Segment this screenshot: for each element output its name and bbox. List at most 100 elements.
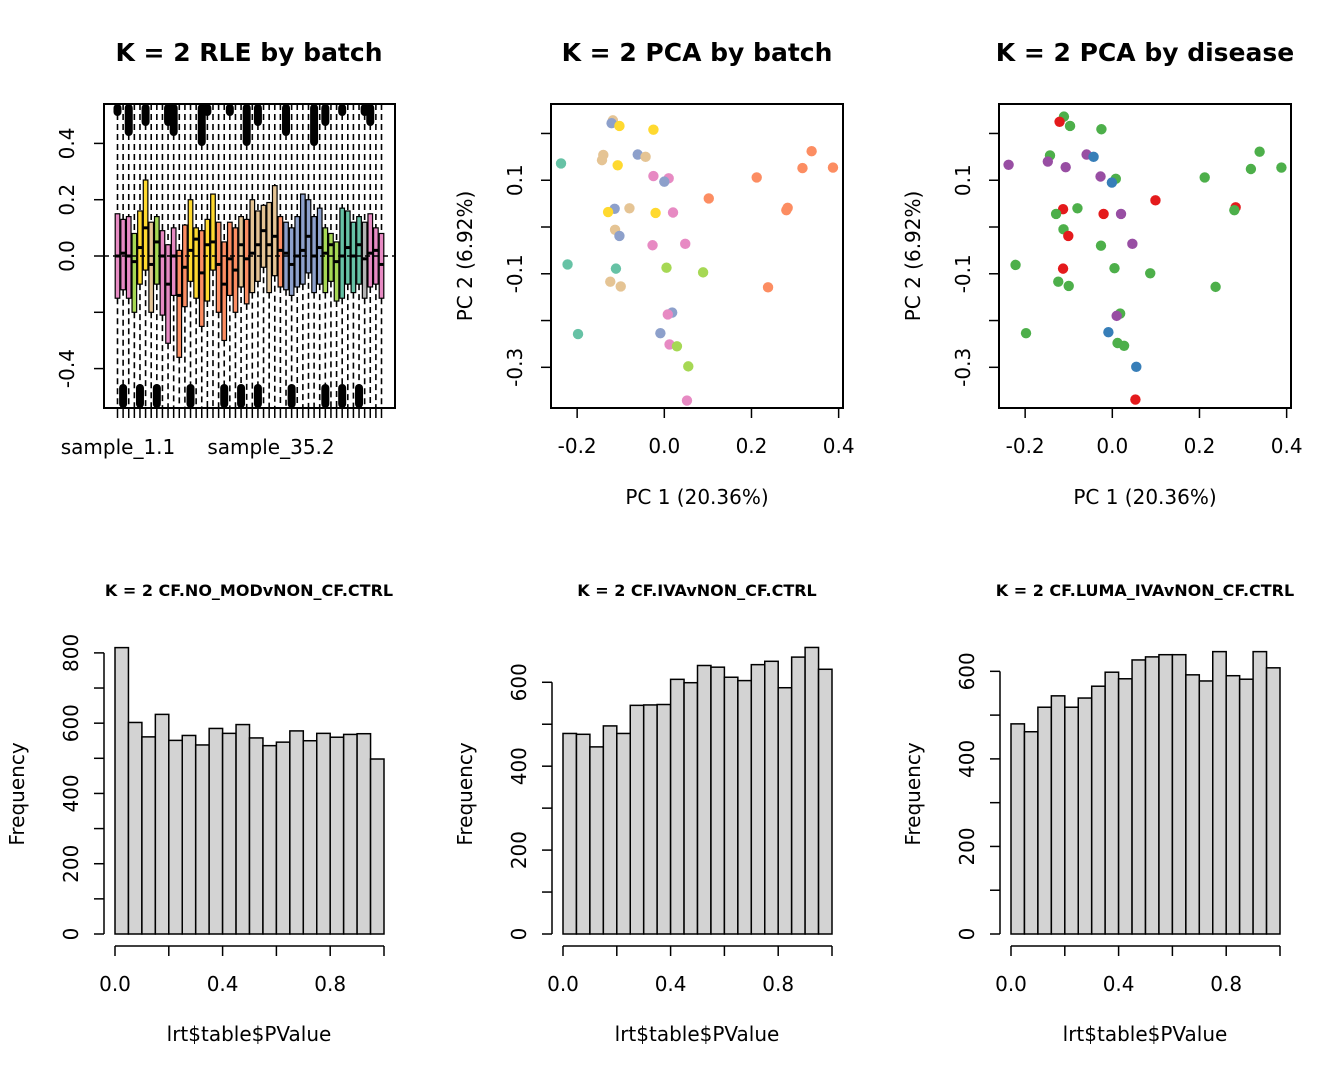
hist-iva-x-tick-label: 0.8 [762, 972, 794, 996]
pca-disease-point [1095, 171, 1106, 182]
panel-pca-disease: K = 2 PCA by disease -0.2 0.0 0.2 0.4-0.3-0… [901, 38, 1303, 509]
pca-disease-point [1254, 146, 1265, 157]
pca-batch-point [612, 160, 623, 171]
pca-disease-point [1109, 262, 1120, 274]
hist-luma-bar [1050, 695, 1066, 935]
rle-box-rect [322, 227, 329, 294]
hist-luma-x-tick-label: 0.4 [1103, 972, 1135, 996]
rle-outliers-top [366, 104, 375, 126]
rle-box [232, 104, 239, 408]
rle-box-rect [288, 227, 295, 297]
rle-box [260, 104, 267, 408]
pca-disease-point [1150, 195, 1161, 206]
hist-nomod-bar [302, 739, 318, 935]
rle-box-rect [238, 215, 244, 288]
hist-nomod-y-label: Frequency [5, 742, 29, 845]
pca-disease-point [1145, 268, 1156, 279]
hist-iva-bar [696, 664, 712, 935]
rle-outliers-top [338, 104, 347, 116]
pca-disease-point [1042, 156, 1054, 167]
pca-batch-point [647, 240, 658, 251]
rle-box [333, 104, 340, 408]
hist-nomod-bar [127, 721, 143, 935]
pca-disease-point [1088, 151, 1099, 163]
pca-disease-point [1210, 281, 1221, 293]
hist-iva-bar [777, 686, 793, 935]
rle-box [176, 104, 183, 408]
rle-box-rect [266, 201, 273, 294]
hist-iva-bar [575, 733, 591, 935]
pca-batch-point [624, 203, 635, 214]
hist-luma-bar [1104, 671, 1120, 935]
hist-nomod-bar [114, 646, 130, 935]
pca-batch-point [648, 124, 659, 135]
rle-outliers-top [310, 104, 319, 146]
rle-outliers-top [225, 104, 234, 116]
rle-box-rect [215, 221, 222, 313]
hist-iva-bar [723, 676, 739, 935]
hist-nomod-bar [181, 734, 197, 935]
rle-outliers-top [113, 104, 122, 116]
hist-nomod-bar [262, 744, 278, 935]
pca-batch-point [806, 146, 817, 157]
rle-outliers-bottom [135, 384, 144, 408]
rle-box-rect [243, 218, 250, 305]
pca-batch-point [615, 281, 626, 292]
rle-box [141, 104, 150, 408]
rle-box-rect [142, 179, 149, 271]
hist-luma-bar [1212, 650, 1227, 935]
hist-iva-bar [817, 668, 833, 935]
hist-iva-title: K = 2 CF.IVAvNON_CF.CTRL [577, 581, 817, 600]
rle-box [203, 104, 212, 408]
pca-batch-point [667, 207, 679, 218]
hist-iva-bar [656, 703, 672, 935]
pca-disease-y-tick-label: -0.1 [951, 254, 975, 293]
pca-batch-y-tick-label: -0.3 [503, 348, 527, 387]
rle-outliers-top [124, 104, 133, 136]
pca-disease-point [1103, 327, 1114, 338]
panel-hist-nomod: K = 2 CF.NO_MODvNON_CF.CTRL 0.0 0.4 0.8 0 20… [5, 581, 393, 1046]
hist-nomod-bar [289, 730, 305, 935]
hist-nomod-y-tick-label: 0 [59, 928, 83, 941]
hist-luma-bar [1171, 653, 1187, 935]
rle-box [321, 104, 330, 408]
pca-batch-point [572, 328, 584, 340]
pca-disease-axes: -0.2 0.0 0.2 0.4 -0.3 -0.1 0.1 [951, 132, 1303, 458]
pca-disease-point [1199, 172, 1210, 183]
pca-batch-point [610, 263, 622, 274]
rle-x-axis [116, 408, 383, 418]
rle-box-rect [193, 227, 200, 299]
rle-box-rect [210, 193, 216, 271]
rle-box [215, 104, 222, 408]
rle-box-rect [204, 218, 211, 302]
rle-box [355, 104, 364, 408]
hist-nomod-bar [141, 736, 157, 935]
hist-nomod-y-tick-label: 800 [59, 634, 83, 672]
rle-outliers-top [169, 104, 178, 136]
pca-batch-point [562, 259, 573, 270]
pca-disease-point [1003, 159, 1014, 170]
hist-nomod-title: K = 2 CF.NO_MODvNON_CF.CTRL [105, 581, 393, 600]
rle-box [310, 104, 319, 408]
rle-y-tick-label: 0.2 [55, 184, 79, 216]
hist-iva-bar [602, 725, 618, 935]
rle-box [148, 104, 155, 408]
hist-luma-x-tick-label: 0.8 [1210, 972, 1242, 996]
pca-disease-point [1063, 230, 1074, 242]
rle-box [135, 104, 144, 408]
hist-nomod-bar [369, 758, 385, 935]
rle-title: K = 2 RLE by batch [115, 38, 382, 67]
hist-luma-bar [1198, 680, 1214, 935]
hist-nomod-bar [275, 741, 291, 935]
hist-iva-bar [764, 660, 779, 935]
pca-disease-point [1127, 238, 1138, 250]
rle-x-label-second: sample_35.2 [207, 435, 334, 459]
rle-outliers-bottom [338, 384, 347, 408]
rle-box-rect [165, 244, 171, 344]
hist-luma-axes: 0.0 0.4 0.8 0 200 400 600 [955, 652, 1281, 996]
hist-iva-bar [790, 656, 806, 935]
rle-box [277, 104, 284, 408]
hist-luma-bar [1158, 653, 1174, 935]
rle-y-tick-label: 0.4 [55, 128, 79, 160]
